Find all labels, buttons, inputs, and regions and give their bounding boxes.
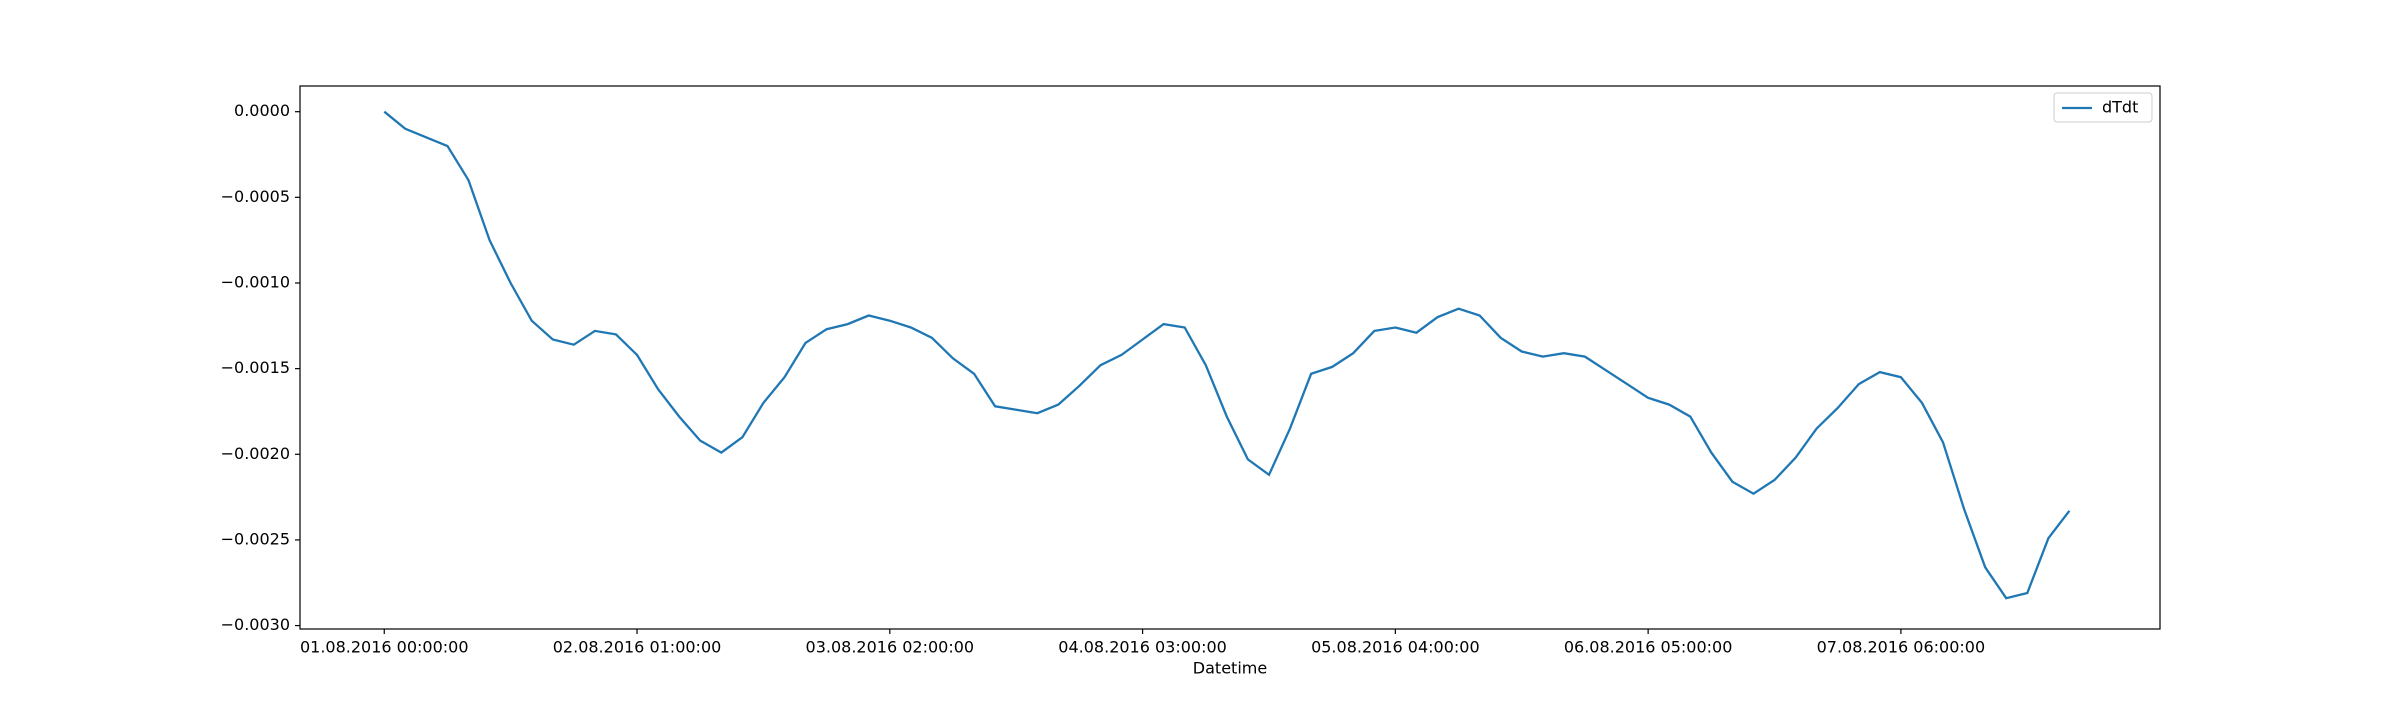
legend-label: dTdt	[2102, 98, 2138, 117]
x-tick-label: 01.08.2016 00:00:00	[300, 638, 469, 657]
x-tick-label: 06.08.2016 05:00:00	[1564, 638, 1733, 657]
line	[383, 110, 2071, 600]
x-tick-label: 03.08.2016 02:00:00	[806, 638, 975, 657]
y-tick-label: −0.0030	[221, 615, 290, 634]
x-tick-label: 07.08.2016 06:00:00	[1817, 638, 1986, 657]
plot-frame	[299, 85, 2161, 630]
y-tick-label: −0.0015	[221, 358, 290, 377]
x-tick-label: 05.08.2016 04:00:00	[1311, 638, 1480, 657]
x-tick-label: 04.08.2016 03:00:00	[1058, 638, 1227, 657]
y-tick-label: −0.0020	[221, 444, 290, 463]
y-tick-label: −0.0005	[221, 187, 290, 206]
y-tick-label: −0.0025	[221, 529, 290, 548]
x-axis-label: Datetime	[1193, 659, 1267, 678]
legend-box	[2053, 92, 2153, 123]
x-tick-label: 02.08.2016 01:00:00	[553, 638, 722, 657]
y-tick-label: −0.0010	[221, 272, 290, 291]
y-tick-label: 0.0000	[234, 101, 290, 120]
